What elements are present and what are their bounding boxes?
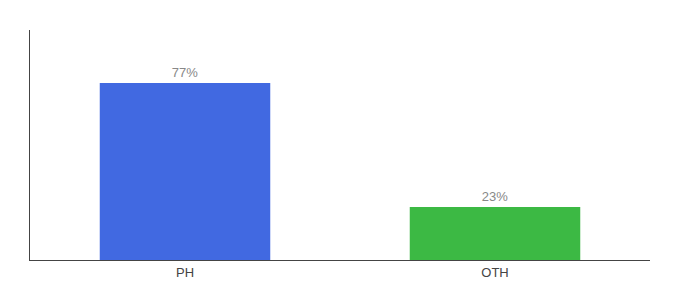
svg-text:OTH: OTH bbox=[481, 265, 508, 280]
svg-text:PH: PH bbox=[176, 265, 194, 280]
svg-text:23%: 23% bbox=[482, 189, 508, 204]
svg-text:77%: 77% bbox=[172, 65, 198, 80]
